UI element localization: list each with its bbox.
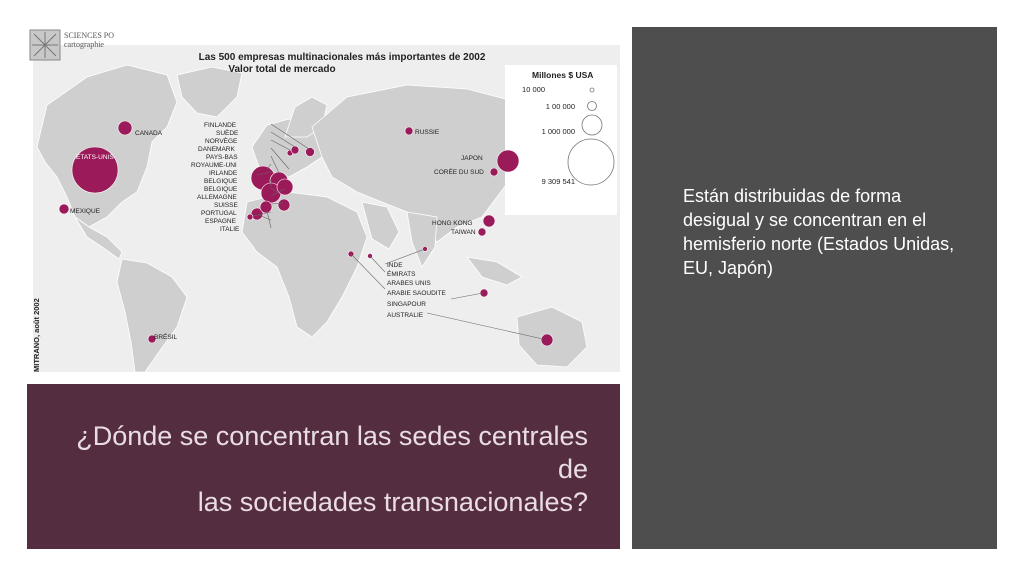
side-text-panel: Están distribuidas de forma desigual y s…	[632, 27, 997, 549]
marker-etats-unis	[71, 146, 119, 194]
legend-label-1: 10 000	[522, 85, 545, 94]
marker-italie	[259, 200, 273, 214]
label-bresil: BRÉSIL	[154, 332, 178, 341]
marker-bresil	[147, 334, 157, 344]
leader-lines	[252, 123, 544, 340]
label-allemagne: ALLEMAGNE	[197, 194, 237, 201]
label-suede: SUÈDE	[216, 128, 239, 137]
marker-suisse	[277, 198, 291, 212]
label-belgique-1: BELGIQUE	[204, 178, 238, 185]
marker-allemagne	[276, 178, 294, 196]
legend-circle-4	[567, 138, 615, 186]
publisher-line1: SCIENCES PO	[64, 31, 114, 40]
label-royaume-uni: ROYAUME-UNI	[191, 162, 237, 169]
label-belgique-2: BELGIQUE	[204, 186, 238, 193]
label-canada: CANADA	[135, 130, 163, 137]
slide-title: ¿Dónde se concentran las sedes centrales…	[48, 420, 588, 519]
label-arabie-saoudite: ARABIE SAOUDITE	[387, 290, 447, 297]
label-pays-bas: PAYS-BAS	[206, 154, 238, 161]
label-mexique: MEXIQUE	[70, 208, 101, 215]
legend-label-4: 9 309 541	[542, 177, 575, 186]
label-arabes-unis: ARABES UNIS	[387, 280, 431, 287]
marker-australie	[540, 333, 554, 347]
label-italie: ITALIE	[220, 226, 240, 233]
marker-portugal	[246, 213, 254, 221]
label-norvege: NORVÈGE	[205, 136, 238, 145]
marker-coree	[489, 167, 499, 177]
marker-finlande	[305, 147, 315, 157]
label-danemark: DANEMARK	[198, 146, 236, 153]
label-taiwan: TAIWAN	[451, 229, 476, 236]
continents	[36, 64, 588, 372]
label-hong-kong: HONG KONG	[432, 220, 472, 227]
marker-japon	[496, 149, 520, 173]
label-russie: RUSSIE	[415, 129, 440, 136]
marker-mexique	[58, 203, 70, 215]
marker-taiwan	[477, 227, 487, 237]
slide-title-line2: las sociedades transnacionales?	[197, 487, 588, 517]
label-espagne: ESPAGNE	[205, 218, 237, 225]
legend-circle-1	[589, 87, 595, 93]
slide-title-line1: ¿Dónde se concentran las sedes centrales…	[76, 421, 588, 484]
marker-russie	[404, 126, 414, 136]
label-suisse: SUISSE	[214, 202, 239, 209]
label-portugal: PORTUGAL	[201, 210, 237, 217]
label-etats-unis: ETATS-UNIS	[76, 154, 114, 161]
label-australie: AUSTRALIE	[387, 312, 424, 319]
label-finlande: FINLANDE	[204, 122, 237, 129]
logo-pattern	[32, 32, 58, 58]
marker-canada	[117, 120, 133, 136]
label-coree: CORÉE DU SUD	[434, 167, 484, 176]
side-body-text: Están distribuidas de forma desigual y s…	[683, 186, 955, 278]
publisher-line2: cartographie	[64, 40, 104, 49]
map-title: Las 500 empresas multinacionales más imp…	[199, 52, 486, 63]
legend-label-2: 1 00 000	[546, 102, 575, 111]
world-map: SCIENCES PO cartographie Las 500 empresa…	[27, 27, 620, 372]
country-markers	[58, 120, 554, 347]
label-japon: JAPON	[461, 155, 483, 162]
map-credit: MITRANO, août 2002	[32, 298, 41, 372]
legend-title: Millones $ USA	[532, 70, 593, 80]
marker-singapour	[479, 288, 489, 298]
slide-title-box: ¿Dónde se concentran las sedes centrales…	[27, 384, 620, 549]
label-irlande: IRLANDE	[209, 170, 238, 177]
legend-label-3: 1 000 000	[542, 127, 575, 136]
map-subtitle: Valor total de mercado	[228, 64, 335, 75]
label-singapour: SINGAPOUR	[387, 301, 426, 308]
legend-circle-3	[581, 114, 603, 136]
legend-circle-2	[587, 101, 597, 111]
marker-suede	[290, 145, 300, 155]
label-emirats: ÉMIRATS	[387, 269, 416, 278]
label-inde: INDE	[387, 262, 403, 269]
world-map-figure: SCIENCES PO cartographie Las 500 empresa…	[27, 27, 620, 372]
marker-hong-kong	[482, 214, 496, 228]
